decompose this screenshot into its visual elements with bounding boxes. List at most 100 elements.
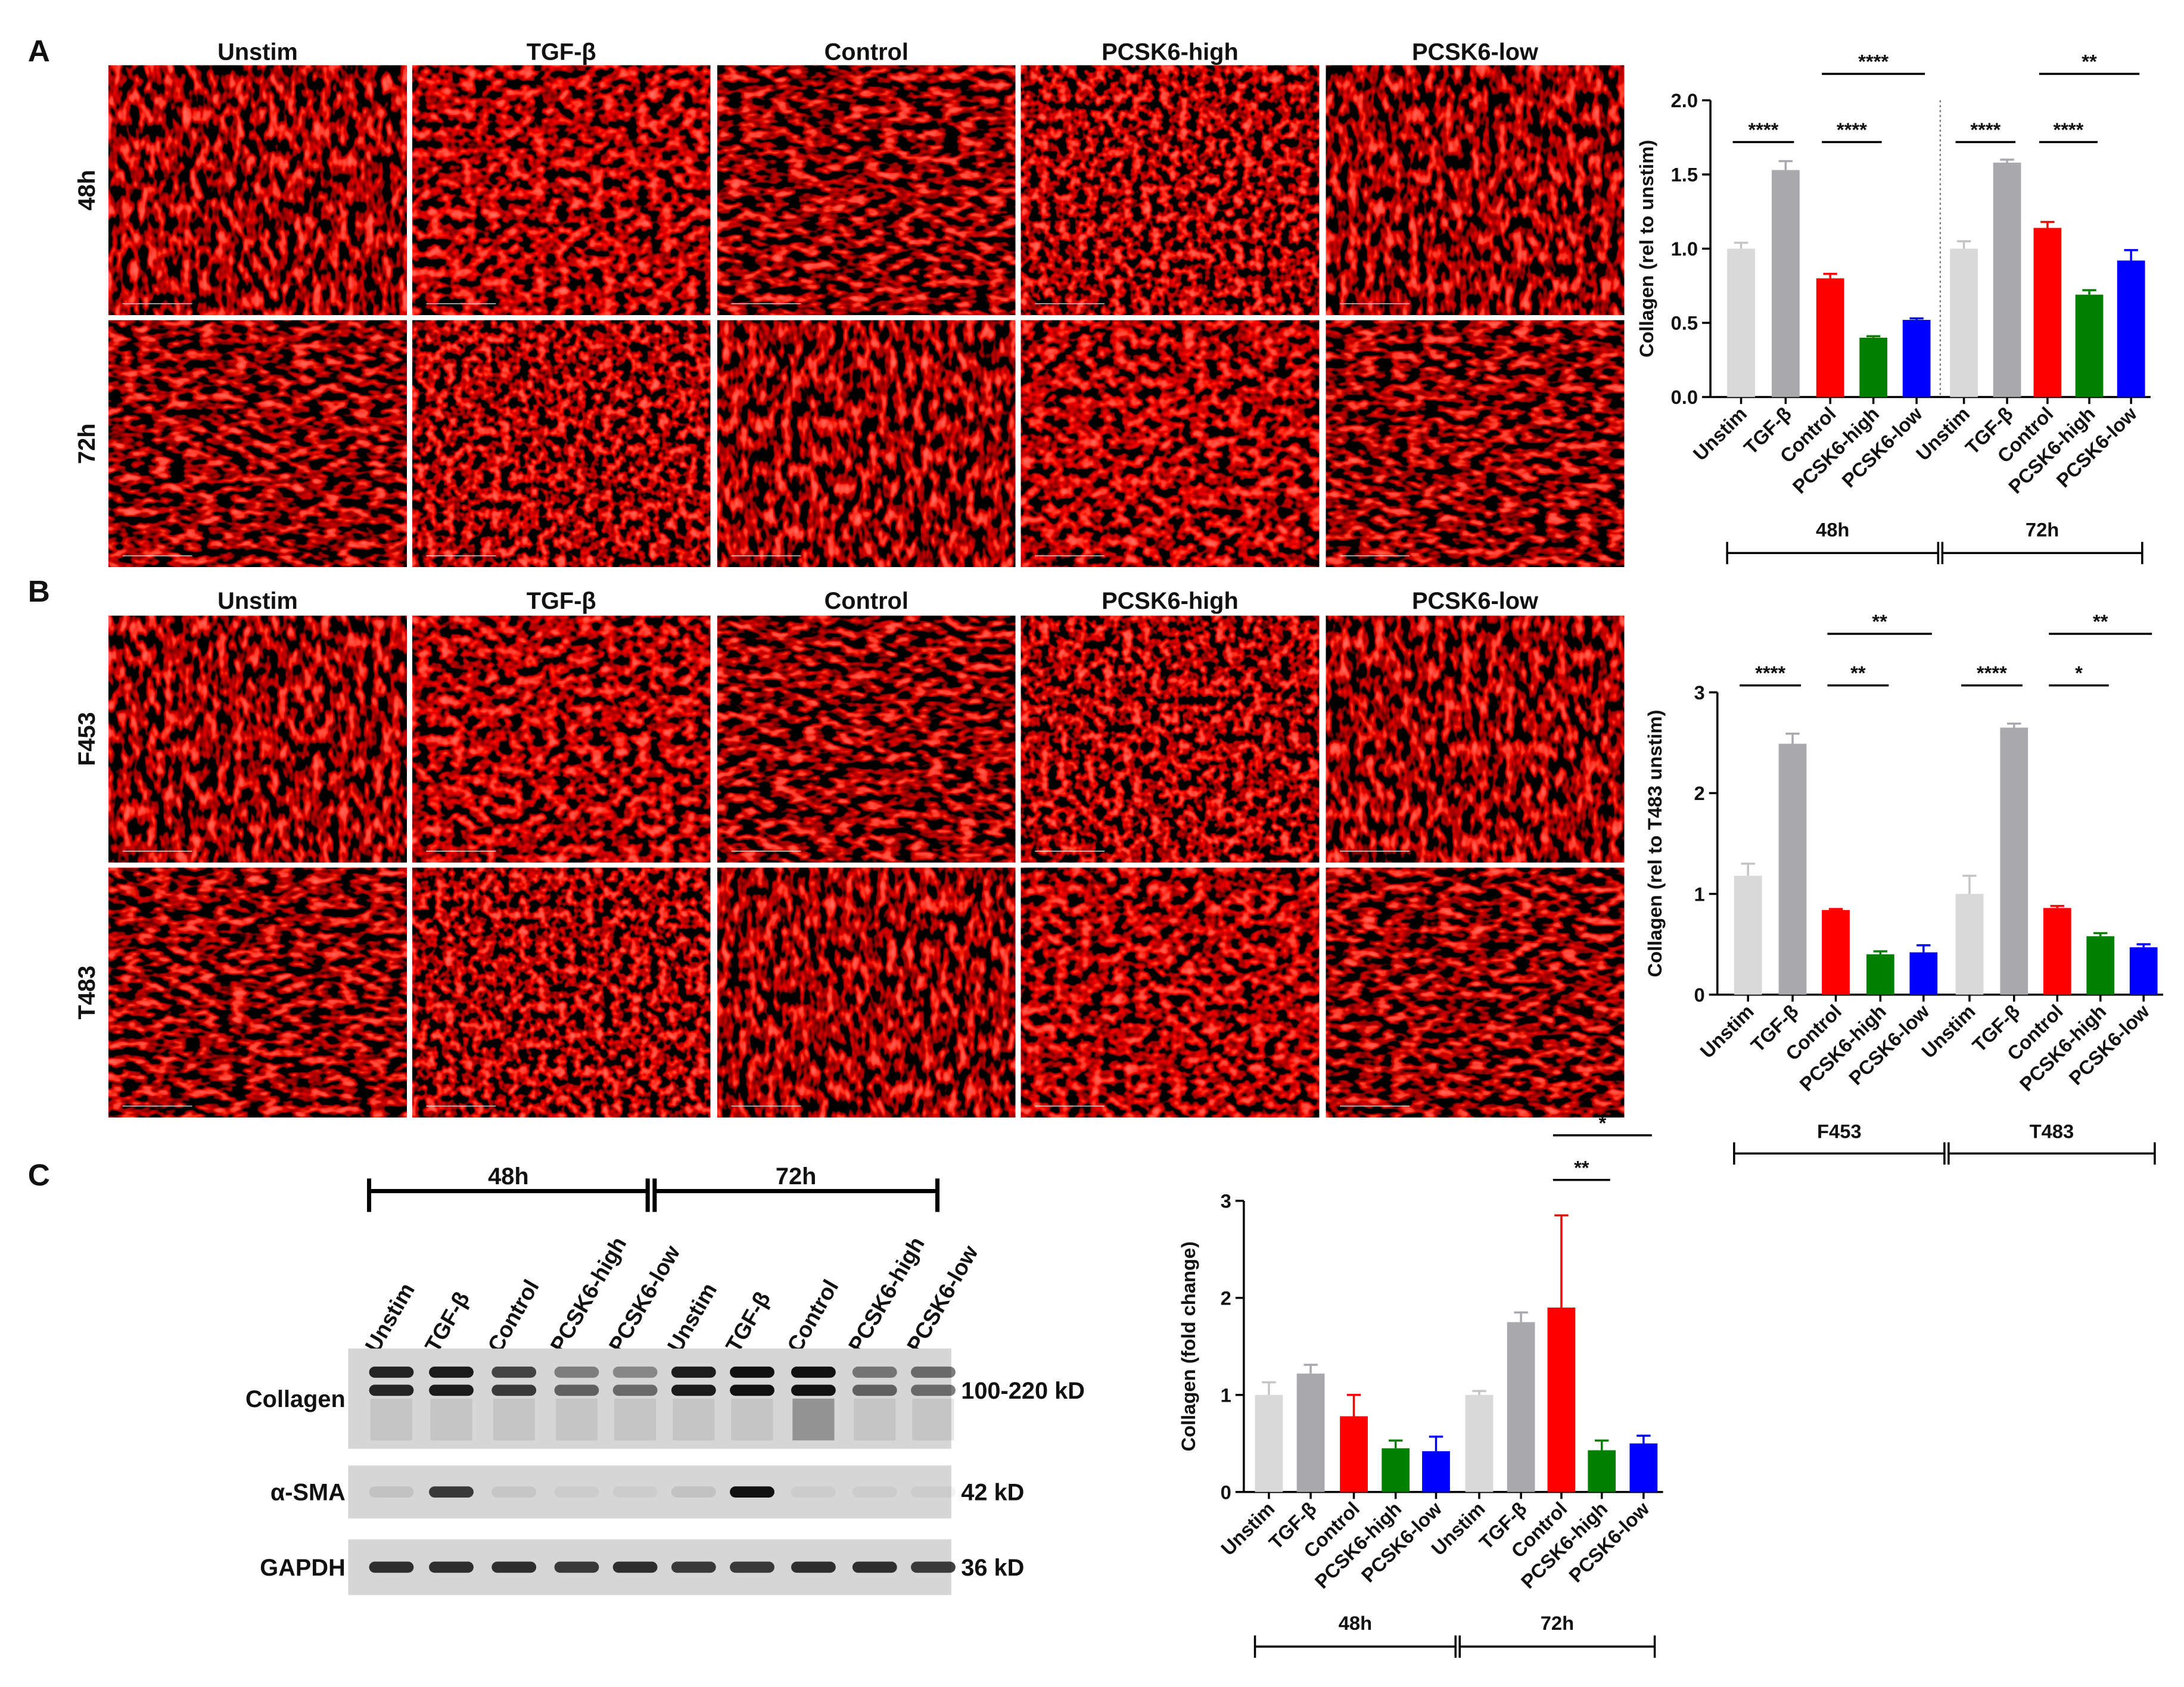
row-label: T483	[74, 966, 100, 1020]
smear	[912, 1398, 954, 1441]
lane-label: Control	[483, 1275, 544, 1356]
lane-label: TGF-β	[721, 1287, 775, 1356]
band	[491, 1367, 537, 1378]
micrograph	[1021, 615, 1320, 863]
y-tick-label: 1	[1221, 1384, 1231, 1406]
band	[612, 1486, 658, 1498]
bar	[1734, 876, 1762, 995]
y-tick-label: 0	[1694, 983, 1705, 1006]
y-tick-label: 0.0	[1671, 386, 1698, 408]
micrograph	[108, 65, 407, 315]
bar	[2129, 947, 2158, 995]
band	[369, 1384, 414, 1396]
y-tick-label: 0	[1221, 1481, 1231, 1503]
bar	[1955, 894, 1984, 995]
band	[369, 1367, 414, 1378]
band	[730, 1486, 774, 1498]
smear	[673, 1398, 715, 1441]
bar	[1778, 743, 1807, 995]
micrograph	[108, 320, 407, 567]
significance-label: ****	[1977, 662, 2007, 684]
blot-label: Collagen	[245, 1386, 346, 1412]
column-title: Unstim	[217, 588, 298, 614]
row-label: 72h	[74, 424, 100, 465]
micrograph	[717, 65, 1016, 315]
bar	[2075, 294, 2104, 397]
bar	[2117, 260, 2145, 397]
group-label: F453	[1817, 1120, 1862, 1143]
band	[554, 1561, 599, 1573]
column-title: PCSK6-high	[1102, 588, 1239, 614]
bar	[1296, 1373, 1325, 1492]
x-tick-label: Unstim	[1912, 403, 1974, 465]
micrograph	[108, 867, 407, 1118]
lane-label: TGF-β	[420, 1287, 474, 1356]
group-label: 48h	[1339, 1612, 1372, 1634]
lane-label: Unstim	[662, 1278, 722, 1356]
significance-label: **	[2082, 51, 2097, 73]
micrograph	[1021, 320, 1320, 567]
micrograph	[1021, 867, 1320, 1118]
band	[671, 1367, 716, 1378]
band	[911, 1486, 956, 1498]
y-tick-label: 1.0	[1671, 238, 1698, 260]
bar	[1866, 954, 1894, 995]
bar	[1950, 248, 1978, 397]
micrograph	[412, 65, 711, 315]
band	[911, 1384, 956, 1396]
smear	[731, 1398, 773, 1441]
x-tick-label: Unstim	[1689, 403, 1751, 465]
band	[730, 1367, 774, 1378]
smear	[555, 1398, 598, 1441]
bar	[1422, 1451, 1450, 1492]
y-tick-label: 0.5	[1671, 312, 1698, 334]
band	[852, 1561, 897, 1573]
micrograph	[412, 615, 711, 863]
band	[791, 1486, 836, 1498]
band	[369, 1486, 414, 1498]
bar	[2000, 727, 2029, 995]
group-label: 48h	[488, 1163, 528, 1190]
blot-label: α-SMA	[270, 1480, 346, 1506]
bar	[2033, 228, 2062, 397]
column-title: Control	[825, 588, 909, 614]
smear	[493, 1398, 535, 1441]
micrograph	[1326, 867, 1625, 1118]
micrograph	[108, 615, 407, 863]
significance-label: *	[2075, 662, 2083, 684]
band	[429, 1384, 474, 1396]
lane-label: Unstim	[360, 1278, 419, 1356]
y-tick-label: 1	[1694, 883, 1705, 905]
bar	[1382, 1448, 1410, 1492]
band	[491, 1561, 537, 1573]
band	[911, 1367, 956, 1378]
band	[852, 1367, 897, 1378]
group-label: 72h	[1541, 1612, 1574, 1634]
column-title: Unstim	[217, 39, 298, 66]
band	[791, 1384, 836, 1396]
significance-label: ****	[1837, 119, 1867, 141]
micrograph	[1326, 320, 1625, 567]
column-title: Control	[825, 39, 909, 66]
panel-letter: A	[28, 33, 50, 68]
group-label: 72h	[2026, 518, 2059, 540]
band	[730, 1384, 774, 1396]
micrograph	[412, 867, 711, 1118]
band	[612, 1367, 658, 1378]
bar	[1727, 248, 1755, 397]
bar	[1859, 337, 1888, 397]
bar	[1547, 1308, 1576, 1492]
y-tick-label: 1.5	[1671, 164, 1698, 186]
x-tick-label: Unstim	[1217, 1498, 1279, 1560]
smear	[430, 1398, 472, 1441]
band	[554, 1367, 599, 1378]
column-title: PCSK6-high	[1102, 39, 1239, 66]
band	[671, 1561, 716, 1573]
micrograph	[1326, 65, 1625, 315]
y-axis-label: Collagen (rel to unstim)	[1635, 140, 1657, 357]
y-tick-label: 2	[1221, 1287, 1231, 1309]
row-label: 48h	[74, 170, 100, 211]
band	[369, 1561, 414, 1573]
